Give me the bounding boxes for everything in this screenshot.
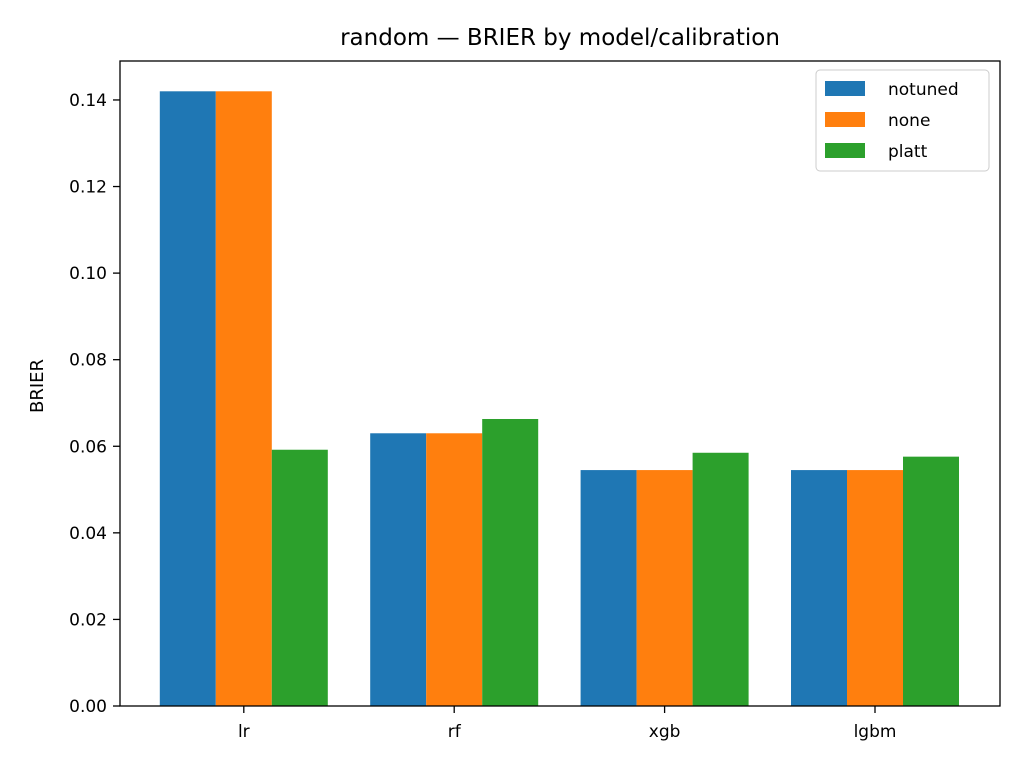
y-tick-label: 0.08	[69, 351, 107, 371]
chart-title: random — BRIER by model/calibration	[340, 25, 780, 51]
y-axis-label: BRIER	[27, 359, 48, 413]
bar-notuned-lgbm	[791, 470, 847, 706]
legend-label-platt: platt	[888, 142, 928, 162]
x-tick-label-lr: lr	[238, 722, 250, 742]
y-axis-ticks: 0.00 0.02 0.04 0.06 0.08 0.10 0.12 0.14	[69, 91, 120, 717]
x-tick-label-xgb: xgb	[649, 722, 681, 742]
legend-swatch-none	[825, 112, 865, 127]
bar-none-xgb	[636, 470, 693, 706]
plot-area-frame	[119, 60, 1001, 707]
y-tick-label: 0.14	[69, 91, 107, 111]
legend-swatch-notuned	[825, 81, 865, 96]
bar-platt-xgb	[692, 452, 749, 706]
bar-none-rf	[426, 433, 483, 706]
bar-platt-rf	[482, 418, 539, 706]
bar-platt-lgbm	[903, 456, 959, 706]
legend-label-none: none	[888, 111, 930, 131]
legend: notuned none platt	[815, 69, 990, 172]
x-tick-label-rf: rf	[448, 722, 462, 742]
bar-notuned-rf	[370, 433, 427, 706]
legend-label-notuned: notuned	[888, 80, 959, 100]
bar-none-lgbm	[847, 470, 903, 706]
x-axis-ticks: lr rf xgb lgbm	[238, 706, 896, 742]
y-tick-label: 0.04	[69, 524, 107, 544]
x-tick-label-lgbm: lgbm	[854, 722, 897, 742]
legend-swatch-platt	[825, 143, 865, 158]
y-tick-label: 0.00	[69, 697, 107, 717]
y-tick-label: 0.06	[69, 437, 107, 457]
bar-platt-lr	[271, 449, 328, 706]
y-tick-label: 0.02	[69, 610, 107, 630]
bars-group	[159, 91, 959, 707]
bar-notuned-xgb	[580, 470, 637, 706]
y-tick-label: 0.12	[69, 178, 107, 198]
y-tick-label: 0.10	[69, 264, 107, 284]
bar-none-lr	[215, 91, 272, 707]
bar-notuned-lr	[159, 91, 216, 707]
